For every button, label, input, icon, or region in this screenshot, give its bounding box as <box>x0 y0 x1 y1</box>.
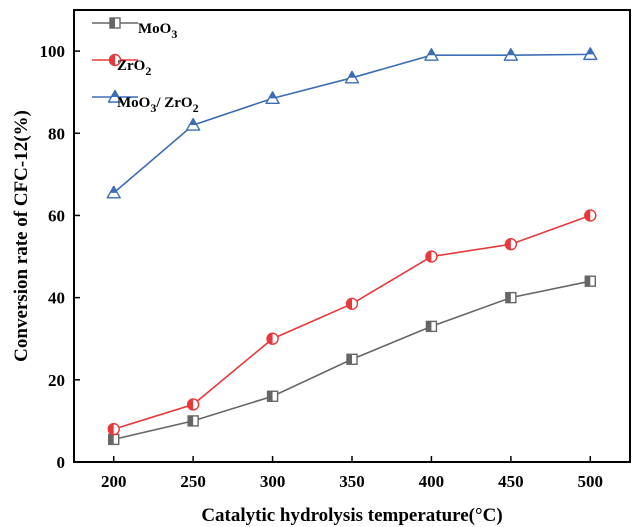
axis-ticks: 200 250 300 350 400 450 500 0 20 40 60 80 100 <box>40 42 604 491</box>
x-tick-label: 350 <box>339 472 365 491</box>
data-point <box>345 297 359 310</box>
data-point <box>186 398 200 411</box>
data-point <box>185 117 201 131</box>
legend-marker <box>107 89 123 103</box>
y-axis-label: Conversion rate of CFC-12(%) <box>11 110 32 362</box>
data-point <box>187 415 199 427</box>
legend-label: MoO3/ ZrO2 <box>117 95 199 115</box>
data-point <box>503 48 519 61</box>
data-point <box>344 70 360 84</box>
data-point <box>425 320 438 333</box>
data-point <box>505 291 517 304</box>
legend-marker <box>109 17 121 29</box>
data-point <box>106 185 121 199</box>
data-point <box>266 332 279 345</box>
data-point <box>107 422 120 436</box>
y-tick-label: 100 <box>40 42 66 61</box>
y-tick-label: 20 <box>48 371 65 390</box>
data-point <box>424 48 439 61</box>
y-tick-label: 80 <box>48 124 65 143</box>
x-tick-label: 400 <box>419 472 445 491</box>
x-tick-label: 250 <box>180 472 206 491</box>
data-point <box>425 250 438 263</box>
x-tick-label: 200 <box>101 472 127 491</box>
x-tick-label: 500 <box>578 472 604 491</box>
legend-marker <box>108 53 122 67</box>
data-point <box>108 433 120 446</box>
y-tick-label: 60 <box>48 206 65 225</box>
data-point <box>266 390 279 402</box>
legend-label: MoO3 <box>138 21 177 41</box>
data-point <box>583 47 598 61</box>
y-tick-label: 40 <box>48 289 65 308</box>
legend-label: ZrO2 <box>117 58 151 78</box>
data-point <box>504 238 518 251</box>
legend: MoO3 ZrO2 MoO3/ ZrO2 <box>92 17 199 115</box>
y-tick-label: 0 <box>57 453 66 472</box>
data-point <box>346 353 358 365</box>
x-axis-label: Catalytic hydrolysis temperature(°C) <box>201 505 502 526</box>
data-point <box>584 209 597 222</box>
x-tick-label: 300 <box>260 472 286 491</box>
x-tick-label: 450 <box>498 472 524 491</box>
series-line-2 <box>113 214 591 430</box>
data-point <box>265 91 280 105</box>
data-point <box>584 275 596 287</box>
series-layer <box>106 47 598 446</box>
